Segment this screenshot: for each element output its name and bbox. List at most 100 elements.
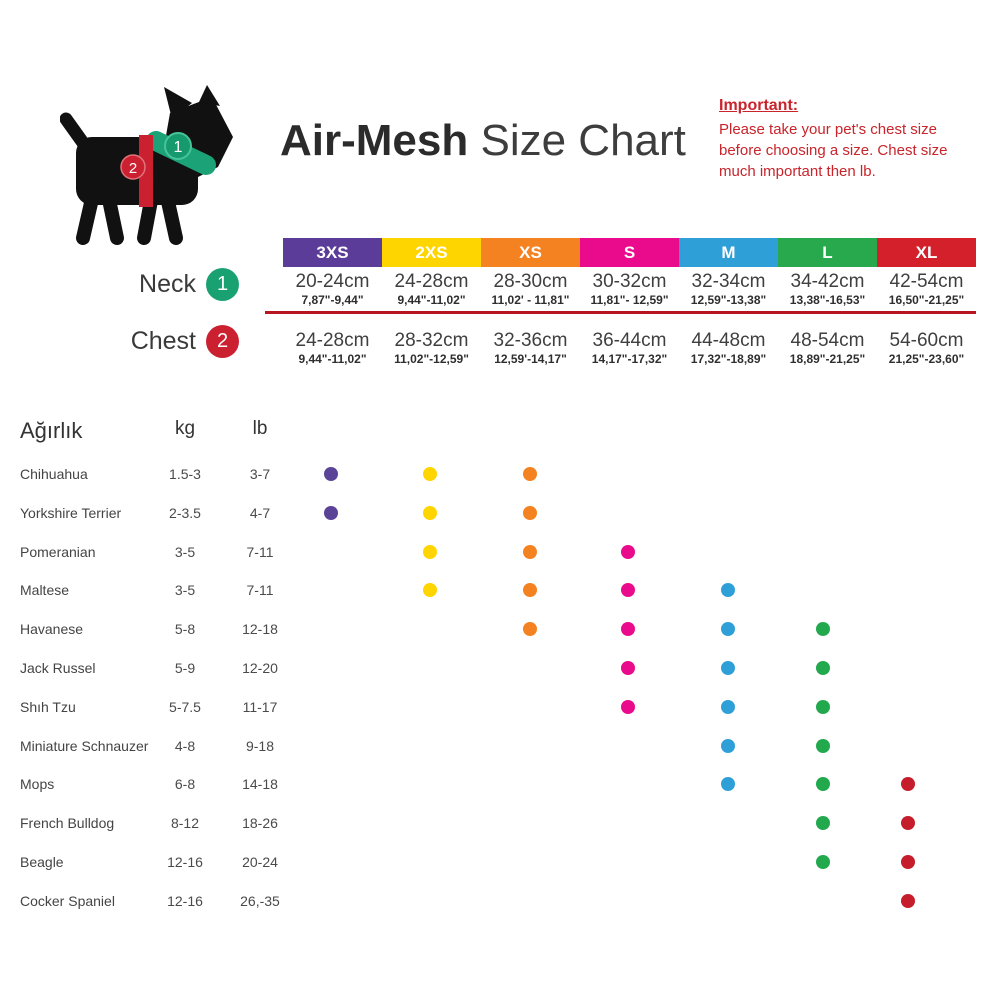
neck-measurements-row: 20-24cm 7,87"-9,44" 24-28cm 9,44"-11,02" 28-… <box>283 271 976 307</box>
size-dot-m <box>721 661 735 675</box>
size-bar-xl: XL <box>877 238 976 267</box>
chest-cell-2xs: 28-32cm 11,02"-12,59" <box>382 330 481 366</box>
size-dot-2xs <box>423 467 437 481</box>
breed-lb: 4-7 <box>249 504 271 521</box>
breed-name: Pomeranian <box>20 543 96 560</box>
breed-kg: 5-9 <box>174 660 196 676</box>
breed-name: Maltese <box>20 582 70 599</box>
lb-column-header: lb <box>252 418 268 439</box>
size-dot-m <box>721 777 735 792</box>
breed-kg: 4-8 <box>174 737 196 754</box>
size-dot-l <box>816 661 830 675</box>
chest-cell-s: 36-44cm 14,17"-17,32" <box>580 330 679 366</box>
breed-name: Yorkshire Terrier <box>20 504 122 521</box>
dog-chest-strap <box>139 135 153 207</box>
neck-cell-s: 30-32cm 11,81"- 12,59" <box>580 271 679 307</box>
important-line: Please take your pet's chest size <box>719 121 937 138</box>
breed-kg: 12-16 <box>167 892 203 909</box>
neck-inches: 9,44"-11,02" <box>397 293 466 307</box>
size-dot-l <box>816 777 830 792</box>
dog-chest-badge <box>120 154 146 180</box>
breed-name: Jack Russel <box>20 660 96 676</box>
breed-kg: 12-16 <box>167 854 203 870</box>
breed-name: Miniature Schnauzer <box>20 737 149 754</box>
breed-lb: 9-18 <box>245 737 275 754</box>
size-dot-xs <box>523 544 537 559</box>
size-bar-m: M <box>679 238 778 267</box>
size-dot-2xs <box>423 583 437 598</box>
breed-kg: 2-3.5 <box>169 504 201 521</box>
size-dot-m <box>721 699 735 714</box>
neck-cm: 30-32cm <box>592 271 667 292</box>
breed-table-header: Ağırlık kg lb <box>0 418 1000 444</box>
size-dot-m <box>721 622 735 637</box>
neck-inches: 13,38"-16,53" <box>789 293 866 307</box>
breed-lb: 11-17 <box>242 698 278 715</box>
size-bar-s: S <box>580 238 679 267</box>
dog-chest-badge-number: 2 <box>129 160 137 177</box>
breed-row: Chihuahua 1.5-3 3-7 <box>0 464 1000 484</box>
chest-badge: 2 <box>206 325 239 358</box>
breed-row: Maltese 3-5 7-11 <box>0 580 1000 600</box>
neck-inches: 12,59"-13,38" <box>690 293 767 307</box>
page-title: Air-Mesh Size Chart <box>280 116 686 166</box>
chest-cell-3xs: 24-28cm 9,44"-11,02" <box>283 330 382 366</box>
chest-inches: 17,32"-18,89" <box>690 352 767 366</box>
chest-inches: 21,25"-23,60" <box>888 352 965 366</box>
size-dot-m <box>721 583 735 598</box>
neck-cell-3xs: 20-24cm 7,87"-9,44" <box>283 271 382 307</box>
size-dot-s <box>621 699 635 714</box>
breed-kg: 8-12 <box>170 815 200 832</box>
chest-cm: 32-36cm <box>493 330 568 351</box>
size-bar-3xs: 3XS <box>283 238 382 267</box>
neck-label: Neck <box>139 270 196 298</box>
chest-inches: 14,17"-17,32" <box>591 352 668 366</box>
dog-neck-badge <box>164 132 192 160</box>
important-line: before choosing a size. Chest size <box>719 142 948 159</box>
chest-inches: 12,59'-14,17" <box>494 352 567 366</box>
breed-row: Havanese 5-8 12-18 <box>0 619 1000 639</box>
dog-ear <box>199 85 220 106</box>
size-dot-l <box>816 816 830 831</box>
breed-lb: 20-24 <box>242 854 278 870</box>
size-dot-s <box>621 544 635 559</box>
neck-cm: 34-42cm <box>790 271 865 292</box>
breed-kg: 3-5 <box>174 543 196 560</box>
size-dot-xl <box>901 777 915 792</box>
neck-cell-xs: 28-30cm 11,02' - 11,81" <box>481 271 580 307</box>
breed-row: Jack Russel 5-9 12-20 <box>0 658 1000 678</box>
breed-name: Beagle <box>20 854 64 870</box>
breed-row: Mops 6-8 14-18 <box>0 774 1000 794</box>
breed-kg: 6-8 <box>174 776 196 793</box>
neck-cm: 20-24cm <box>295 271 370 292</box>
page-title-product: Air-Mesh <box>280 116 469 165</box>
chest-cm: 28-32cm <box>394 330 469 351</box>
size-dot-3xs <box>324 467 338 481</box>
chest-cell-m: 44-48cm 17,32"-18,89" <box>679 330 778 366</box>
size-dot-xl <box>901 893 915 908</box>
chest-label: Chest <box>130 327 196 355</box>
breed-row: French Bulldog 8-12 18-26 <box>0 813 1000 833</box>
size-dot-xl <box>901 855 915 869</box>
size-dot-xs <box>523 583 537 598</box>
dog-neck-badge-number: 1 <box>174 139 183 156</box>
neck-inches: 16,50"-21,25" <box>888 293 965 307</box>
size-dot-xs <box>523 622 537 637</box>
kg-column-header: kg <box>174 418 196 439</box>
size-dot-xs <box>523 505 537 520</box>
breed-lb: 7-11 <box>246 582 274 599</box>
neck-cell-m: 32-34cm 12,59"-13,38" <box>679 271 778 307</box>
breed-lb: 12-18 <box>242 621 278 638</box>
breed-lb: 12-20 <box>242 660 278 676</box>
size-bar-l: L <box>778 238 877 267</box>
important-note: Important: Please take your pet's chest … <box>719 97 987 182</box>
important-heading: Important: <box>719 97 799 114</box>
chest-cm: 44-48cm <box>691 330 766 351</box>
size-dot-l <box>816 855 830 869</box>
neck-cell-l: 34-42cm 13,38"-16,53" <box>778 271 877 307</box>
breed-name: Chihuahua <box>20 466 88 482</box>
page-title-suffix: Size Chart <box>468 116 686 165</box>
breed-kg: 5-7.5 <box>169 698 201 715</box>
neck-inches: 7,87"-9,44" <box>301 293 364 307</box>
